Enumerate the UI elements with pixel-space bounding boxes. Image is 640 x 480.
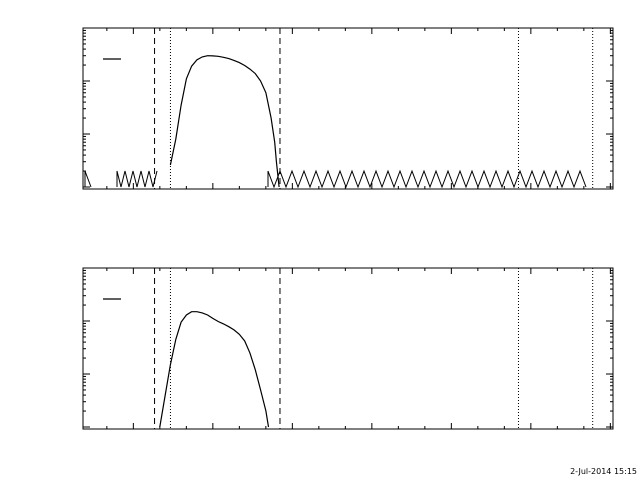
series-line — [159, 311, 270, 428]
baseline-noise-trace — [267, 169, 587, 189]
series-line — [169, 55, 280, 188]
baseline-noise-trace — [116, 170, 158, 188]
footer-timestamp: 2-Jul-2014 15:15 — [570, 467, 637, 476]
baseline-noise-trace — [84, 170, 92, 188]
